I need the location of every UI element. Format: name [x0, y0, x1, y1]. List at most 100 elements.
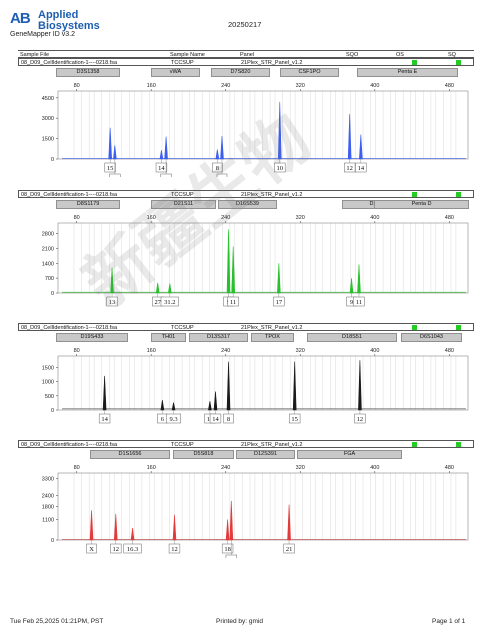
allele-label-box [160, 173, 172, 177]
locus-marker[interactable]: CSF1PO [280, 68, 339, 77]
y-tick-label: 2400 [42, 493, 54, 499]
locus-marker[interactable]: D18S51 [307, 333, 397, 342]
locus-marker[interactable]: D3S1358 [56, 68, 120, 77]
locus-marker[interactable]: D13S317 [189, 333, 248, 342]
report-date: 20250217 [228, 20, 262, 29]
marker-bar: D3S1358 vWA D7S820 CSF1PO Penta E [18, 66, 474, 79]
locus-marker[interactable]: vWA [151, 68, 200, 77]
allele-label-box [355, 162, 367, 173]
x-tick-label: 320 [296, 215, 305, 221]
quality-flag-icon [412, 60, 417, 65]
x-tick-label: 240 [221, 83, 230, 89]
peak-11 [208, 401, 212, 411]
allele-label: 16 [163, 176, 170, 177]
allele-label: 10 [277, 165, 284, 172]
allele-label-box [166, 413, 181, 424]
peak-20 [229, 500, 234, 541]
allele-label: 14 [358, 165, 365, 172]
allele-label-box [104, 162, 116, 173]
peak-12 [347, 114, 352, 160]
locus-marker[interactable]: D6S1043 [401, 333, 462, 342]
electropherogram-panel: 08_D09_CellIdentification-1----0218.fsa T… [18, 190, 474, 311]
sample-name: TCCSUP [171, 442, 194, 448]
sample-info-row: 08_D09_CellIdentification-1----0218.fsa T… [18, 58, 474, 66]
x-tick-label: 480 [445, 465, 454, 471]
locus-marker[interactable]: TH01 [151, 333, 186, 342]
y-tick-label: 700 [45, 276, 54, 282]
locus-marker[interactable]: Penta E [357, 68, 458, 77]
plot-frame [57, 222, 469, 294]
locus-marker[interactable]: D21S11 [151, 200, 216, 209]
peak-6 [160, 400, 165, 411]
locus-marker[interactable]: D16S539 [218, 200, 277, 209]
allele-label-box [123, 543, 142, 554]
locus-marker[interactable]: TPOX [251, 333, 294, 342]
electropherogram-chart: 80 160 240 320 400 480 0 1500 3000 4500 15 16 14 16 8 9… [42, 83, 469, 177]
x-tick-label: 320 [296, 348, 305, 354]
allele-label-box [283, 543, 295, 554]
x-tick-label: 480 [445, 83, 454, 89]
allele-label: 12 [357, 416, 364, 423]
peak-9 [226, 229, 231, 294]
x-tick-label: 160 [147, 465, 156, 471]
allele-label-box [353, 296, 365, 307]
allele-label: 16 [112, 176, 119, 177]
allele-label: 9 [350, 299, 353, 306]
y-tick-label: 3000 [42, 116, 54, 122]
allele-label: 21 [286, 546, 293, 553]
brand-name: Applied Biosystems [38, 10, 100, 32]
peak-18 [225, 519, 230, 541]
locus-marker[interactable]: D5S818 [173, 450, 234, 459]
peak-14 [359, 134, 363, 160]
y-tick-label: 1000 [42, 380, 54, 386]
allele-label-box [354, 413, 366, 424]
allele-label-box [344, 162, 356, 173]
locus-marker[interactable]: D8S1179 [56, 200, 120, 209]
allele-label: 8 [227, 416, 230, 423]
x-tick-label: 480 [445, 215, 454, 221]
locus-marker[interactable]: Penta D [374, 200, 469, 209]
sample-info-row: 08_D09_CellIdentification-1----0218.fsa T… [18, 190, 474, 198]
col-os: OS [396, 52, 404, 58]
marker-bar: D19S433 TH01 D13S317 TPOX D18S51 D6S1043 [18, 331, 474, 344]
y-tick-label: 1500 [42, 365, 54, 371]
allele-label: 14 [158, 165, 165, 172]
locus-marker[interactable]: D7S820 [211, 68, 270, 77]
y-tick-label: 0 [51, 157, 54, 163]
locus-marker[interactable]: D19S433 [56, 333, 128, 342]
x-tick-label: 80 [74, 215, 80, 221]
peak-X [89, 510, 94, 541]
locus-marker[interactable]: D12S391 [236, 450, 295, 459]
allele-label: 11 [356, 299, 362, 306]
allele-label: 8 [216, 165, 219, 172]
allele-label-box [109, 173, 121, 177]
peak-31.2 [167, 283, 172, 294]
locus-marker[interactable]: D1S1656 [90, 450, 170, 459]
y-tick-label: 1400 [42, 261, 54, 267]
quality-flag-icon [412, 325, 417, 330]
sample-file: 08_D09_CellIdentification-1----0218.fsa [21, 325, 117, 331]
sample-file: 08_D09_CellIdentification-1----0218.fsa [21, 192, 117, 198]
allele-label: 12 [113, 546, 120, 553]
allele-label-box [209, 413, 222, 424]
peak-14 [102, 375, 107, 411]
sample-name: TCCSUP [171, 325, 194, 331]
column-header-row: Sample File Sample Name Panel SQO OS SQ [18, 50, 474, 58]
allele-label-box [221, 543, 234, 554]
quality-flag-icon [412, 192, 417, 197]
x-tick-label: 160 [147, 83, 156, 89]
peak-8 [226, 361, 231, 411]
allele-label-box [110, 543, 122, 554]
peak-9 [220, 135, 224, 160]
allele-label-box [168, 543, 181, 554]
allele-label: 15 [291, 416, 298, 423]
app-version: GeneMapper ID v3.2 [10, 31, 75, 38]
allele-label-box [223, 413, 234, 424]
locus-marker[interactable]: FGA [297, 450, 402, 459]
allele-label-box [273, 296, 285, 307]
y-tick-label: 1100 [42, 518, 54, 524]
allele-label: 20 [228, 557, 235, 558]
peak-14 [213, 391, 218, 411]
x-tick-label: 320 [296, 465, 305, 471]
x-tick-label: 320 [296, 83, 305, 89]
